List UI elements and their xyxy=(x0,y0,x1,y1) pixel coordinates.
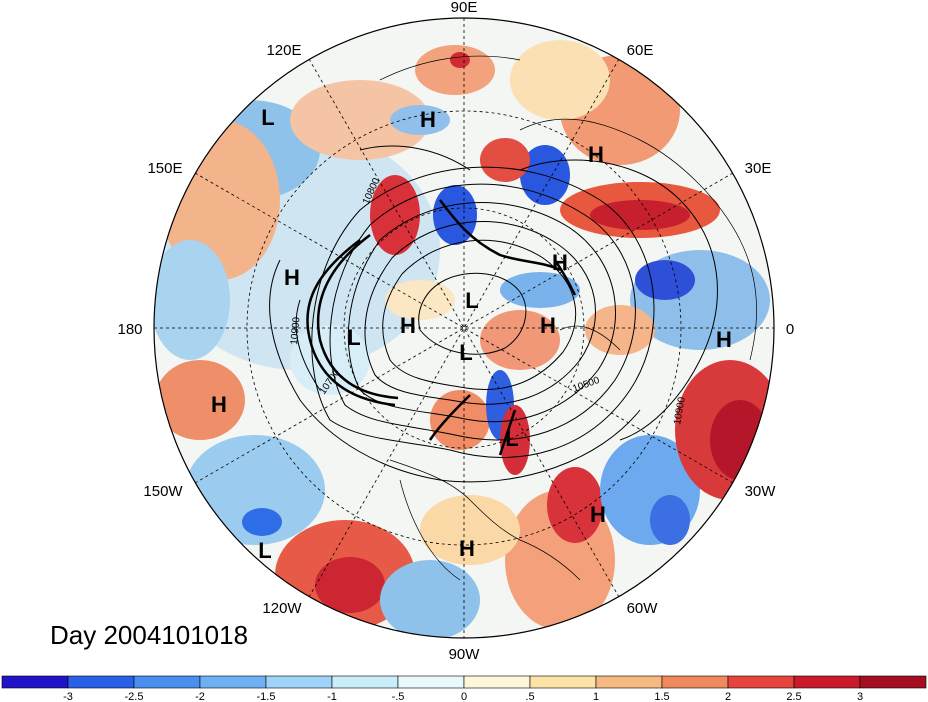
colorbar-tick-label: -2 xyxy=(195,691,205,702)
colorbar-tick-label: -1.5 xyxy=(257,691,276,702)
lon-label-150w: 150W xyxy=(143,483,183,500)
colorbar-tick-label: 3 xyxy=(857,691,863,702)
colorbar-tick-label: 2.5 xyxy=(786,691,801,702)
low-center: L xyxy=(459,340,472,365)
lon-label-90w: 90W xyxy=(449,646,481,663)
high-center: H xyxy=(400,313,416,338)
map-title: Day 2004101018 xyxy=(50,620,249,650)
colorbar-box xyxy=(199,675,267,689)
colorbar-box xyxy=(133,675,201,689)
map-boundary xyxy=(153,17,775,639)
colorbar-box xyxy=(265,675,333,689)
height-contours xyxy=(269,145,718,483)
lon-label-120e: 120E xyxy=(266,42,301,59)
high-center: H xyxy=(284,265,300,290)
lon-label-60e: 60E xyxy=(627,42,654,59)
high-center: H xyxy=(420,107,436,132)
lon-label-30w: 30W xyxy=(745,483,777,500)
graticule xyxy=(154,18,774,638)
colorbar-tick-label: -.5 xyxy=(392,691,405,702)
colorbar-tick-label: .5 xyxy=(525,691,534,702)
lon-label-90e: 90E xyxy=(451,0,478,16)
colorbar-box xyxy=(397,675,465,689)
high-center: H xyxy=(588,142,604,167)
lon-label-180: 180 xyxy=(117,321,142,338)
bold-contours xyxy=(306,199,577,456)
lon-label-120w: 120W xyxy=(262,600,302,617)
colorbar-box xyxy=(463,675,531,689)
colorbar-box xyxy=(1,675,69,689)
colorbar-tick-label: 2 xyxy=(725,691,731,702)
contour-label: 10900 xyxy=(289,316,302,345)
colorbar-box xyxy=(793,675,861,689)
high-center: H xyxy=(590,502,606,527)
low-center: L xyxy=(261,105,274,130)
colorbar-box xyxy=(67,675,135,689)
low-center: L xyxy=(465,288,478,313)
colorbar-box xyxy=(859,675,927,689)
colorbar-tick-label: 1 xyxy=(593,691,599,702)
contour-label: 10900 xyxy=(672,396,688,426)
high-center: H xyxy=(552,250,568,275)
high-center: H xyxy=(716,327,732,352)
lon-label-0: 0 xyxy=(786,321,794,338)
colorbar-box xyxy=(331,675,399,689)
high-center: H xyxy=(540,313,556,338)
coastlines xyxy=(379,55,757,581)
colorbar-tick-label: 1.5 xyxy=(654,691,669,702)
colorbar-box xyxy=(529,675,597,689)
colorbar-tick-label: -1 xyxy=(327,691,337,702)
lon-label-60w: 60W xyxy=(627,600,659,617)
colorbar: -3 -2.5 -2 -1.5 -1 -.5 0 .5 1 1.5 2 2.5 3 xyxy=(1,675,927,702)
colorbar-tick-label: 0 xyxy=(461,691,467,702)
colorbar-box xyxy=(727,675,795,689)
lon-label-150e: 150E xyxy=(147,160,182,177)
low-center: L xyxy=(505,426,518,451)
colorbar-box xyxy=(661,675,729,689)
low-center: L xyxy=(347,325,360,350)
high-center: H xyxy=(211,392,227,417)
low-center: L xyxy=(258,538,271,563)
high-center: H xyxy=(459,536,475,561)
lon-label-30e: 30E xyxy=(745,160,772,177)
colorbar-box xyxy=(595,675,663,689)
colorbar-tick-label: -3 xyxy=(63,691,73,702)
colorbar-tick-label: -2.5 xyxy=(125,691,144,702)
